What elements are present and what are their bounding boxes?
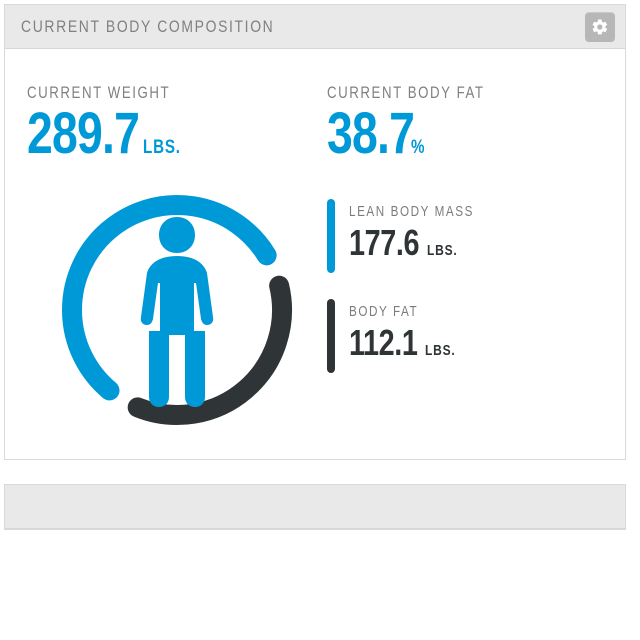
settings-button[interactable] xyxy=(585,12,615,42)
secondary-card-header xyxy=(5,485,625,529)
fat-mass-row: BODY FAT 112.1 LBS. xyxy=(327,299,603,373)
card-title: CURRENT BODY COMPOSITION xyxy=(21,17,274,37)
gear-icon xyxy=(591,18,609,36)
card-body: CURRENT WEIGHT 289.7 LBS. CURRENT BODY F… xyxy=(5,49,625,459)
card-header: CURRENT BODY COMPOSITION xyxy=(5,5,625,49)
lean-mass-bar xyxy=(327,199,335,273)
fat-mass-value: 112.1 LBS. xyxy=(349,322,464,364)
fat-mass-label: BODY FAT xyxy=(349,303,439,320)
weight-value: 289.7 LBS. xyxy=(27,105,327,163)
lean-mass-label: LEAN BODY MASS xyxy=(349,203,474,220)
bodyfat-label: CURRENT BODY FAT xyxy=(327,83,543,103)
composition-ring xyxy=(27,177,327,433)
secondary-card xyxy=(4,484,626,530)
fat-mass-bar xyxy=(327,299,335,373)
lean-mass-row: LEAN BODY MASS 177.6 LBS. xyxy=(327,199,603,273)
body-composition-card: CURRENT BODY COMPOSITION CURRENT WEIGHT … xyxy=(4,4,626,460)
lean-mass-value: 177.6 LBS. xyxy=(349,222,509,264)
weight-label: CURRENT WEIGHT xyxy=(27,83,261,103)
bodyfat-value: 38.7 % xyxy=(327,105,603,163)
